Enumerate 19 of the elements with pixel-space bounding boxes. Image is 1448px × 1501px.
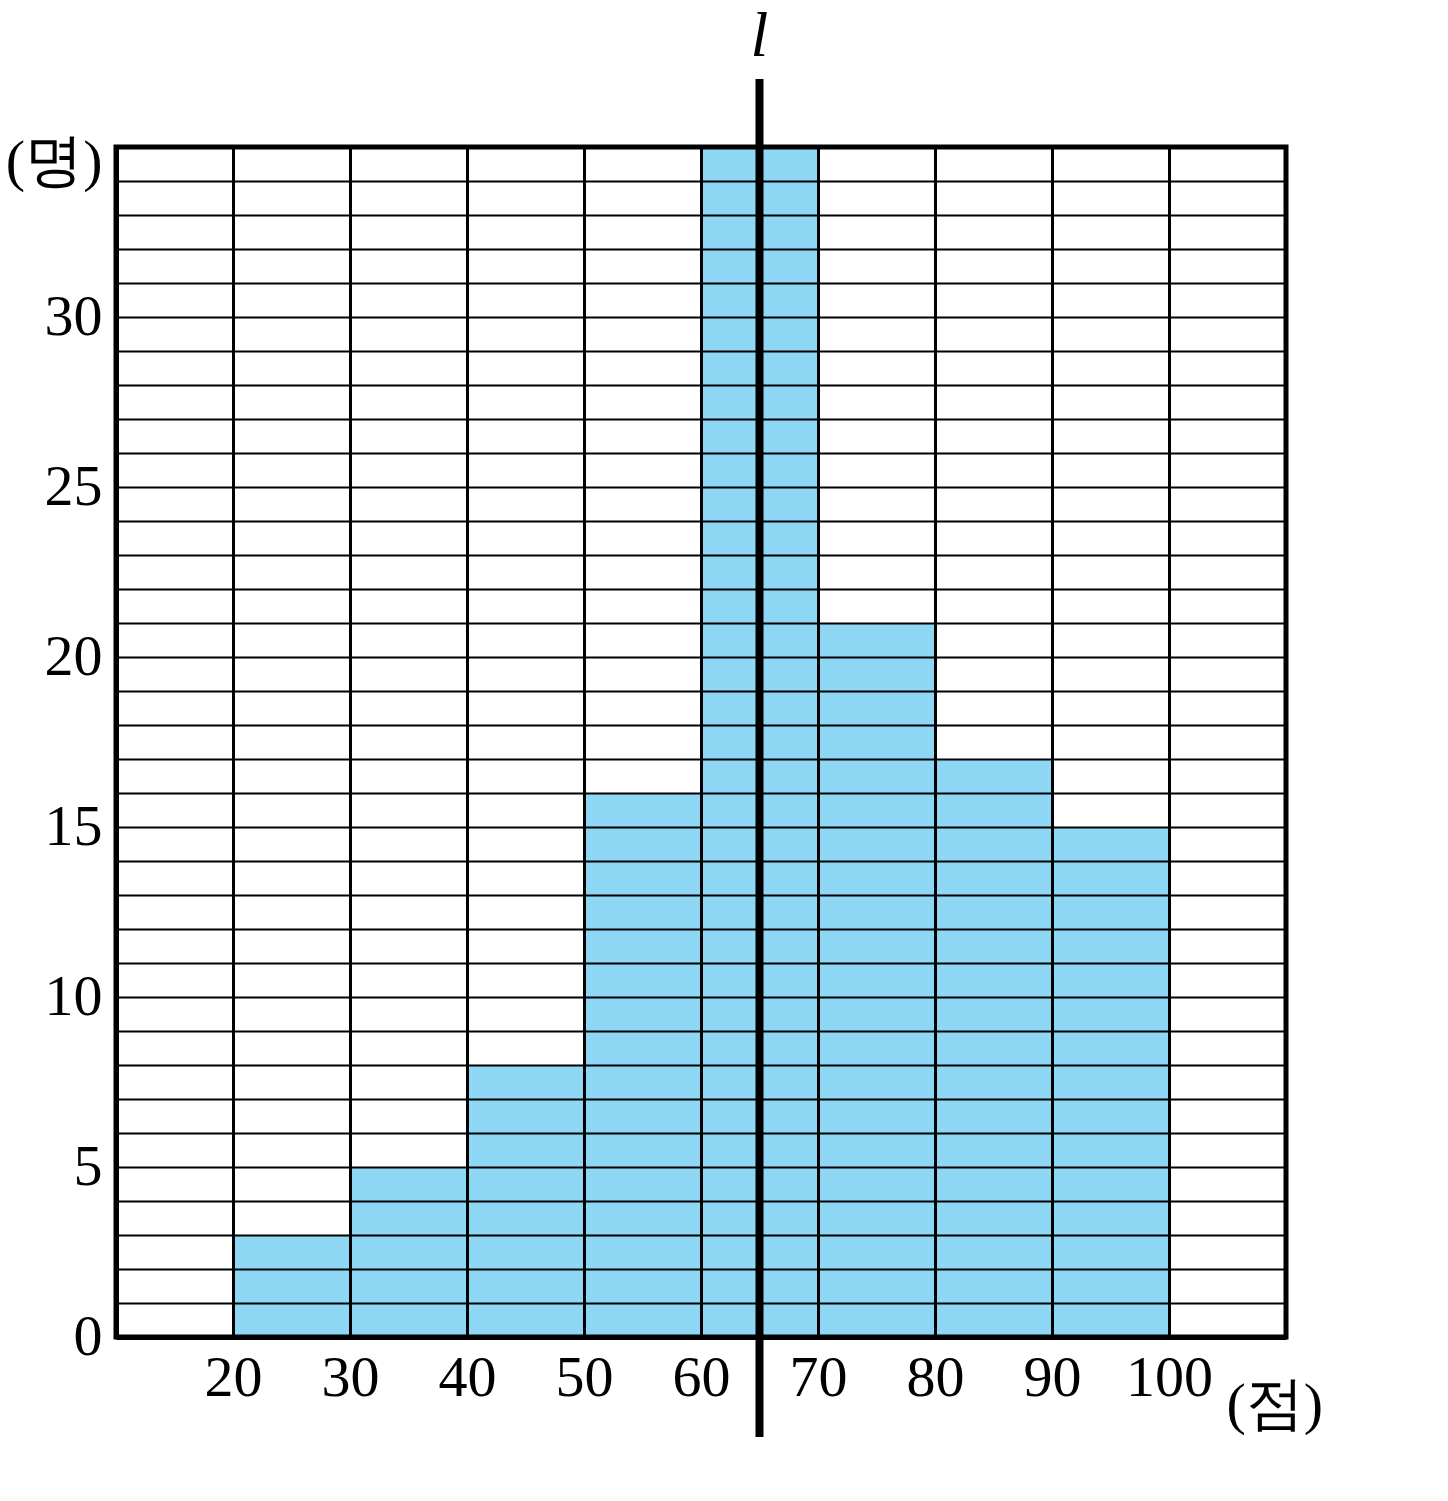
x-tick-label: 60 bbox=[672, 1343, 731, 1409]
x-tick-label: 70 bbox=[789, 1343, 848, 1409]
x-tick-label: 40 bbox=[438, 1343, 497, 1409]
x-tick-label: 100 bbox=[1126, 1343, 1213, 1409]
y-tick-label: 20 bbox=[44, 622, 103, 688]
x-axis-title: (점) bbox=[1226, 1370, 1324, 1436]
ref-line-label: l bbox=[750, 0, 769, 70]
y-tick-label: 25 bbox=[44, 452, 103, 518]
y-tick-label: 10 bbox=[44, 962, 103, 1028]
y-tick-label: 15 bbox=[44, 792, 103, 858]
x-tick-label: 90 bbox=[1023, 1343, 1082, 1409]
x-tick-label: 20 bbox=[204, 1343, 263, 1409]
x-tick-label: 80 bbox=[906, 1343, 965, 1409]
y-tick-label: 30 bbox=[44, 282, 103, 348]
x-tick-label: 50 bbox=[555, 1343, 614, 1409]
x-tick-label: 30 bbox=[321, 1343, 380, 1409]
y-tick-label: 5 bbox=[73, 1132, 103, 1198]
y-axis-title: (명) bbox=[5, 127, 103, 193]
y-tick-label: 0 bbox=[73, 1302, 103, 1368]
